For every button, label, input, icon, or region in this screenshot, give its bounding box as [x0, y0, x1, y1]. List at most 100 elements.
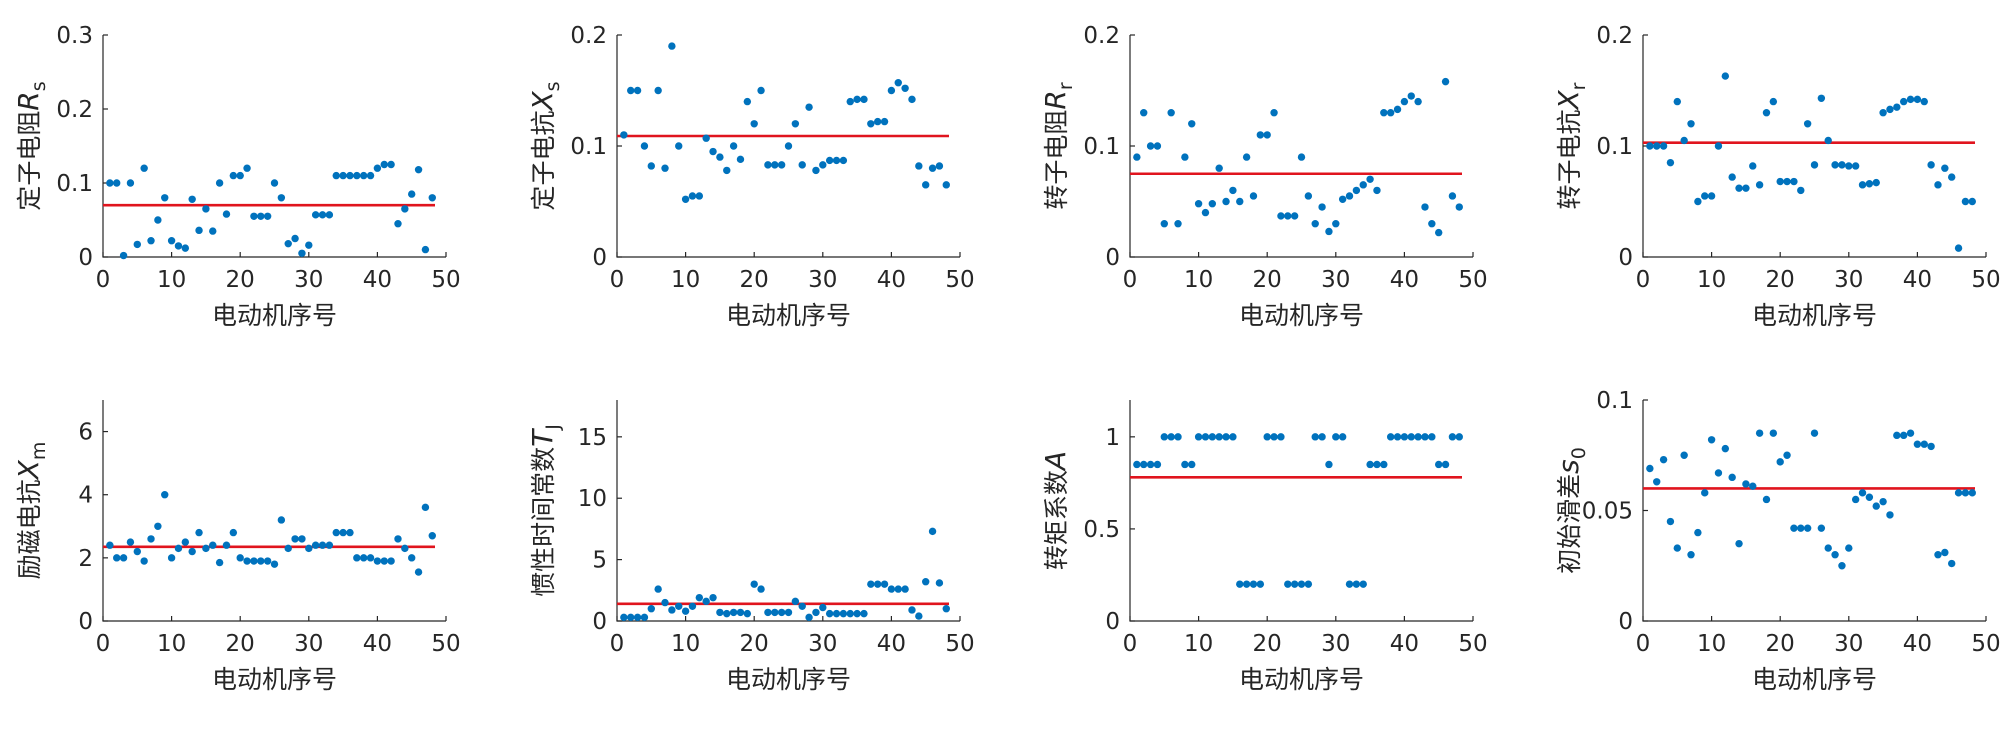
data-point — [908, 606, 916, 614]
x-tick-label: 20 — [1766, 267, 1795, 293]
data-point — [695, 192, 704, 200]
data-point — [202, 544, 210, 553]
data-point — [1694, 528, 1702, 537]
data-point — [688, 602, 697, 610]
data-point — [880, 580, 889, 588]
data-point — [1407, 92, 1415, 100]
data-point — [1428, 220, 1436, 228]
y-axis-label-subscript: m — [28, 442, 50, 461]
data-point — [1229, 186, 1237, 195]
data-point — [311, 541, 320, 549]
subplot-6: 0 10 20 30 40 50 0 5 10 15 电动机序号 惯性时间常数TJ — [526, 400, 975, 694]
data-point — [1160, 220, 1169, 228]
data-point — [353, 171, 361, 180]
data-point — [270, 560, 279, 568]
data-point — [736, 155, 745, 164]
data-point — [736, 608, 745, 617]
data-point — [798, 602, 806, 610]
data-point — [126, 179, 135, 187]
data-point — [1194, 433, 1203, 441]
data-point — [867, 120, 875, 128]
data-point — [1707, 192, 1716, 200]
data-point — [250, 212, 258, 220]
y-axis-label-text: 励磁电抗 — [15, 479, 44, 579]
x-tick-label: 20 — [1766, 631, 1795, 657]
data-point — [675, 142, 683, 150]
data-point — [1755, 429, 1764, 437]
data-point — [421, 503, 430, 512]
data-point — [1380, 109, 1388, 117]
data-point — [819, 603, 827, 612]
x-tick-label: 10 — [671, 267, 700, 293]
data-point — [277, 516, 286, 524]
data-point — [106, 179, 114, 187]
data-point — [332, 528, 340, 537]
data-point — [167, 237, 176, 245]
y-axis-label-text: 定子电抗 — [529, 111, 558, 211]
data-point — [311, 211, 320, 219]
data-point — [243, 164, 251, 172]
data-point — [1174, 220, 1182, 228]
data-point — [853, 609, 861, 618]
y-axis-label-symbol: s — [1552, 459, 1585, 474]
data-point — [346, 528, 354, 537]
data-point — [318, 211, 327, 219]
data-point — [1659, 455, 1668, 464]
data-point — [373, 557, 382, 565]
data-point — [784, 142, 793, 150]
data-point — [1236, 197, 1244, 206]
data-point — [380, 160, 388, 169]
x-axis-label: 电动机序号 — [726, 301, 851, 330]
data-point — [702, 134, 710, 142]
y-tick-label: 0.1 — [1083, 134, 1120, 160]
data-point — [339, 528, 347, 537]
data-point — [750, 580, 758, 588]
data-point — [1851, 495, 1860, 504]
data-point — [1941, 548, 1949, 557]
data-point — [839, 156, 848, 165]
data-point — [1769, 97, 1778, 106]
data-point — [1386, 433, 1395, 441]
data-point — [1845, 544, 1853, 552]
data-point — [695, 593, 704, 602]
data-point — [757, 585, 765, 593]
data-point — [202, 205, 210, 213]
data-point — [1899, 97, 1908, 106]
x-tick-label: 30 — [294, 267, 323, 293]
data-point — [1215, 164, 1223, 172]
data-point — [1735, 184, 1743, 192]
data-point — [133, 240, 141, 249]
data-point — [654, 585, 662, 593]
data-point — [668, 606, 676, 614]
data-point — [106, 541, 114, 549]
data-point — [908, 95, 916, 104]
data-point — [1968, 197, 1976, 206]
data-point — [942, 605, 950, 613]
data-point — [291, 535, 299, 543]
x-tick-label: 30 — [294, 631, 323, 657]
data-point — [1783, 451, 1791, 459]
data-point — [1673, 544, 1682, 552]
data-point — [647, 162, 655, 170]
data-point — [1263, 131, 1271, 139]
data-point — [174, 544, 183, 553]
x-tick-label: 40 — [1903, 631, 1932, 657]
data-point — [922, 181, 930, 189]
x-tick-label: 20 — [1253, 267, 1282, 293]
data-point — [1352, 186, 1361, 195]
data-point — [1338, 433, 1347, 441]
data-point — [1742, 480, 1750, 488]
y-tick-label: 2 — [78, 546, 93, 572]
data-point — [195, 226, 203, 235]
data-point — [1707, 436, 1716, 444]
data-point — [1146, 460, 1155, 469]
subplot-3: 0 10 20 30 40 50 0 0.1 0.2 电动机序号 转子电阻Rr — [1039, 23, 1488, 330]
y-tick-label: 0.2 — [570, 23, 607, 49]
data-point — [1968, 489, 1976, 497]
data-point — [421, 245, 430, 254]
data-point — [209, 541, 217, 549]
data-point — [1311, 220, 1319, 228]
data-point — [640, 142, 649, 150]
y-tick-label: 0 — [78, 245, 93, 271]
data-point — [1893, 431, 1901, 440]
